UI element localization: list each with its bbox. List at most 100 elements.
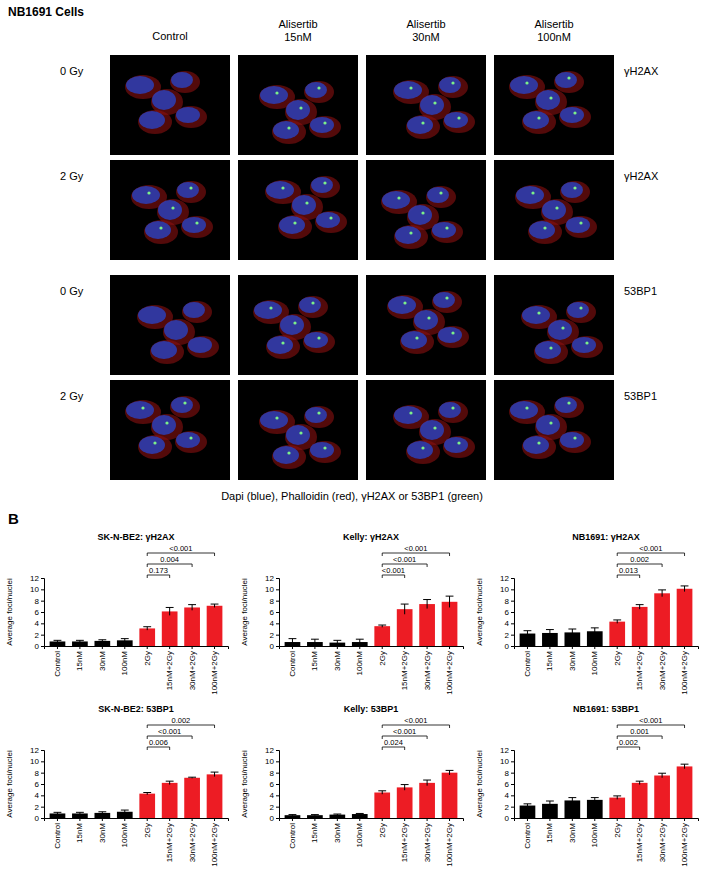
cell-nucleus <box>139 111 165 129</box>
error-bar-cap <box>613 795 621 796</box>
cell-nucleus <box>408 205 432 225</box>
y-tick: 10 <box>30 757 44 766</box>
micrograph-frame <box>366 275 486 375</box>
foci <box>317 411 320 414</box>
foci <box>531 191 534 194</box>
cell-nucleus <box>311 177 333 193</box>
error-bar-stem <box>427 600 428 609</box>
comparison-bracket <box>382 564 427 567</box>
error-bar-cap <box>658 589 666 590</box>
x-tick: 100nM+2Gy <box>210 646 219 695</box>
micrograph-frame <box>110 160 230 260</box>
x-tick-label: 15nM <box>75 823 84 843</box>
x-tick-label: 15nM+2Gy <box>165 823 174 862</box>
p-value: 0.024 <box>384 738 403 747</box>
x-tick: 30nM <box>333 818 342 843</box>
cell-nucleus <box>254 301 282 319</box>
cell-nucleus <box>433 292 455 308</box>
cell-actin <box>534 340 568 364</box>
cell-actin <box>309 441 341 463</box>
panel-title: NB1691 Cells <box>8 5 84 19</box>
x-tick-label: 100nM <box>355 651 364 676</box>
x-tick: 100nM <box>355 646 364 675</box>
cell-nucleus <box>560 432 584 448</box>
x-tick-label: 100nM+2Gy <box>680 651 689 695</box>
bar <box>139 794 155 818</box>
y-tick-mark <box>511 761 514 762</box>
row-stain-label: 53BP1 <box>624 390 657 402</box>
p-value: <0.001 <box>393 727 416 736</box>
x-tick: Control <box>53 818 62 849</box>
cell-nucleus <box>177 182 199 198</box>
y-tick-mark <box>511 623 514 624</box>
y-axis-line <box>41 751 45 819</box>
error-bar <box>356 813 364 814</box>
x-tick: 30nM <box>568 646 577 671</box>
cell-nucleus <box>561 182 583 198</box>
foci <box>573 436 576 439</box>
x-tick: 30nM+2Gy <box>188 646 197 690</box>
x-tick: 15nM+2Gy <box>635 818 644 862</box>
x-tick-mark <box>662 818 663 821</box>
y-axis: 024681012 <box>265 746 279 823</box>
x-tick: 15nM+2Gy <box>165 818 174 862</box>
error-bar <box>681 764 689 769</box>
x-tick-mark <box>192 646 193 649</box>
x-tick-mark <box>102 646 103 649</box>
error-bar <box>423 780 431 786</box>
x-tick-label: 30nM <box>568 651 577 671</box>
error-bar-cap <box>98 811 106 812</box>
foci <box>457 116 460 119</box>
x-tick-mark <box>292 818 293 821</box>
cell-nucleus <box>394 81 422 99</box>
x-tick-mark <box>684 646 685 649</box>
error-bar-stem <box>214 772 215 777</box>
x-tick-mark <box>549 646 550 649</box>
x-tick-label: 100nM+2Gy <box>210 651 219 695</box>
y-tick-label: 4 <box>505 791 510 800</box>
foci <box>329 216 332 219</box>
foci <box>525 81 528 84</box>
error-bar-stem <box>337 640 338 645</box>
foci <box>153 441 156 444</box>
y-tick: 6 <box>35 608 44 617</box>
error-bar-stem <box>147 627 148 630</box>
y-tick-label: 6 <box>505 608 510 617</box>
cell-actin <box>175 431 207 453</box>
foci <box>555 206 558 209</box>
foci <box>299 431 302 434</box>
x-tick-mark <box>684 818 685 821</box>
cell-actin <box>304 81 334 103</box>
cell-nucleus <box>280 315 304 335</box>
micrograph-frame <box>238 380 358 480</box>
y-tick-mark <box>41 578 44 579</box>
x-tick-label: 100nM <box>120 823 129 848</box>
error-bar-cap <box>333 640 341 641</box>
error-bar <box>423 600 431 609</box>
y-tick-label: 0 <box>270 814 275 823</box>
x-tick: 100nM+2Gy <box>680 818 689 867</box>
y-tick: 0 <box>35 814 44 823</box>
cell-nucleus <box>420 95 444 115</box>
cell-actin <box>304 406 334 428</box>
y-tick-label: 0 <box>505 814 510 823</box>
x-tick-mark <box>359 646 360 649</box>
y-tick-label: 12 <box>30 746 39 755</box>
error-bar-stem <box>404 604 405 614</box>
x-tick-mark <box>102 818 103 821</box>
y-tick-mark <box>276 795 279 796</box>
comparison-bracket <box>382 553 449 556</box>
y-tick-label: 0 <box>270 642 275 651</box>
x-tick-label: 15nM <box>310 651 319 671</box>
error-bar-stem <box>549 801 550 807</box>
y-tick: 4 <box>35 619 44 628</box>
x-tick-mark <box>337 818 338 821</box>
x-tick: 30nM+2Gy <box>658 818 667 862</box>
x-tick-mark <box>549 818 550 821</box>
y-tick-label: 4 <box>35 619 40 628</box>
cell-nucleus <box>407 441 433 459</box>
p-value: 0.013 <box>619 566 638 575</box>
micrograph-frame <box>366 55 486 155</box>
y-tick-label: 10 <box>265 757 274 766</box>
error-bar-cap <box>188 777 196 778</box>
